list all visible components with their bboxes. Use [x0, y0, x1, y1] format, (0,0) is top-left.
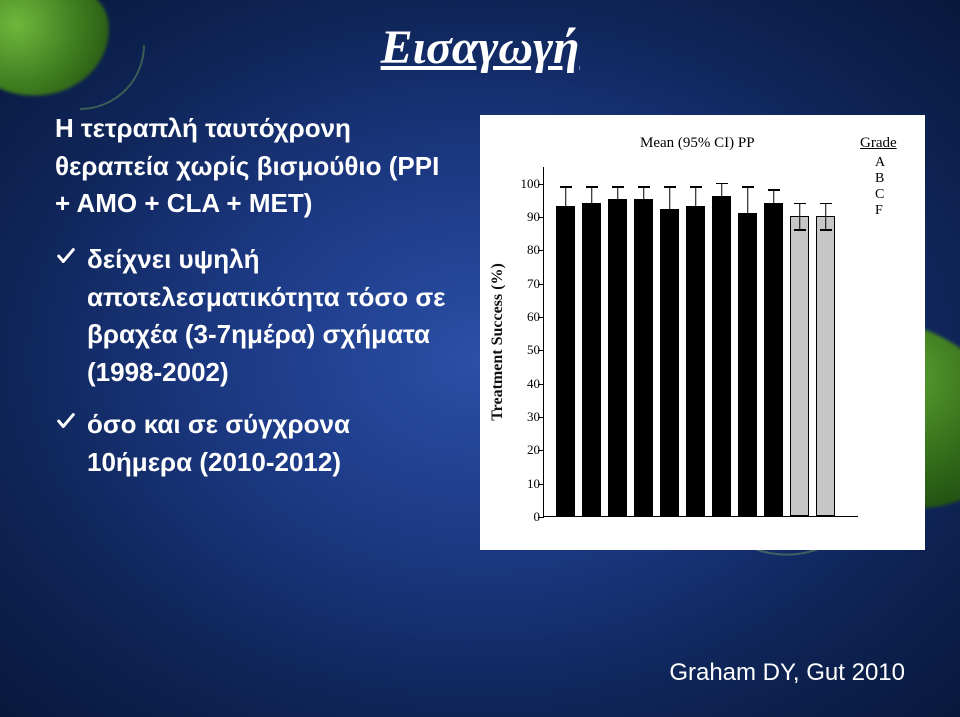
bullet-text: δείχνει υψηλή αποτελεσματικότητα τόσο σε…	[87, 241, 460, 392]
chart-y-tick: 10	[516, 476, 540, 492]
chart-grade-label: F	[875, 203, 883, 219]
check-icon	[55, 406, 77, 481]
chart-legend-text: Mean (95% CI) PP	[640, 135, 755, 152]
chart-bar	[608, 199, 627, 516]
chart-y-tick: 40	[516, 376, 540, 392]
bullet-text: όσο και σε σύγχρονα 10ήμερα (2010-2012)	[87, 406, 460, 481]
chart-bar	[634, 199, 653, 516]
chart-bar	[712, 196, 731, 516]
chart-panel: Treatment Success (%) Mean (95% CI) PP G…	[480, 115, 925, 550]
chart-y-axis-label-text: Treatment Success (%)	[489, 263, 507, 421]
intro-text: Η τετραπλή ταυτόχρονη θεραπεία χωρίς βισ…	[55, 110, 460, 223]
check-icon	[55, 241, 77, 392]
chart-bar	[816, 216, 835, 516]
chart-y-tick: 20	[516, 442, 540, 458]
chart-bar	[582, 203, 601, 516]
chart-grade-label: B	[875, 171, 884, 187]
slide: Εισαγωγή Η τετραπλή ταυτόχρονη θεραπεία …	[0, 0, 960, 717]
chart-bar	[686, 206, 705, 516]
chart-y-tick: 90	[516, 209, 540, 225]
body-text-block: Η τετραπλή ταυτόχρονη θεραπεία χωρίς βισ…	[55, 110, 460, 495]
chart-y-tick: 30	[516, 409, 540, 425]
chart-bar	[556, 206, 575, 516]
chart-y-tick: 100	[516, 176, 540, 192]
chart-grade-label: A	[875, 155, 885, 171]
bullet-item: όσο και σε σύγχρονα 10ήμερα (2010-2012)	[55, 406, 460, 481]
chart-grade-label: C	[875, 187, 884, 203]
bullet-item: δείχνει υψηλή αποτελεσματικότητα τόσο σε…	[55, 241, 460, 392]
chart-plot-area	[543, 167, 858, 517]
chart-bar	[660, 209, 679, 516]
chart-grade-header: Grade	[860, 135, 897, 152]
chart-y-tick: 0	[516, 509, 540, 525]
chart-y-tick: 70	[516, 276, 540, 292]
citation-text: Graham DY, Gut 2010	[669, 659, 905, 687]
chart-y-tick: 80	[516, 242, 540, 258]
chart-y-tick: 60	[516, 309, 540, 325]
chart-bar	[790, 216, 809, 516]
chart-y-axis-label: Treatment Success (%)	[488, 167, 508, 517]
slide-title: Εισαγωγή	[0, 20, 960, 75]
chart-y-tick: 50	[516, 342, 540, 358]
chart-bar	[738, 213, 757, 516]
chart-bar	[764, 203, 783, 516]
